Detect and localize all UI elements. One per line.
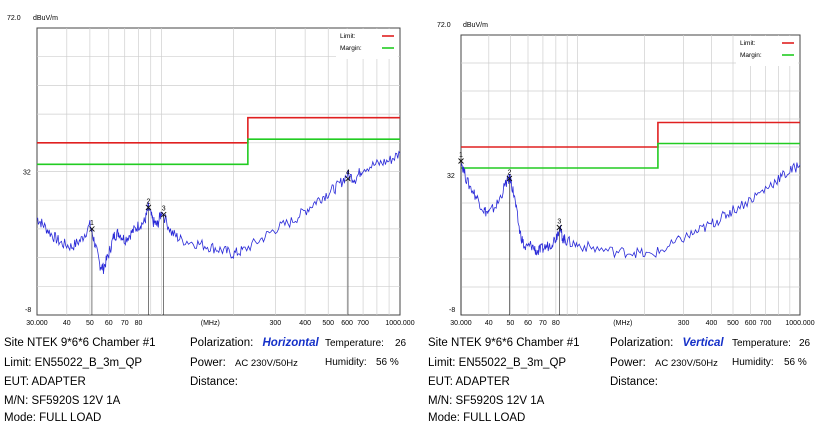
- power-row: Power: AC 230V/50Hz: [610, 357, 718, 370]
- humidity-value: 56 %: [784, 357, 807, 368]
- marker-x: [458, 158, 464, 164]
- x-tick-label: 60: [524, 320, 532, 327]
- power-label: Power:: [190, 357, 226, 369]
- power-label: Power:: [610, 357, 646, 369]
- emission-chart-panel-vertical: 72.0 dBuV/m 32 -8 30.000 40 50 60 70 80 300 400 500 6…: [414, 0, 825, 426]
- x-tick-label: 50: [86, 320, 94, 327]
- emission-trace: [460, 162, 801, 259]
- emission-chart-panel-horizontal: 72.0 dBuV/m 32 -8 30.000 40 50 60 70 80 300 400 500 6…: [0, 0, 415, 426]
- power-value: AC 230V/50Hz: [235, 358, 298, 369]
- x-tick-label: 80: [135, 320, 143, 327]
- x-tick-label: 500: [322, 320, 334, 327]
- marker-x: [145, 204, 152, 211]
- power-row: Power: AC 230V/50Hz: [190, 357, 298, 370]
- legend-label: Limit:: [740, 40, 756, 47]
- x-tick-label: 400: [706, 320, 718, 327]
- marker-label: 3: [162, 206, 166, 213]
- temperature-value: 26: [799, 338, 811, 349]
- x-tick-label: 1000.000: [785, 320, 814, 327]
- polarization-value: Vertical: [682, 337, 724, 349]
- distance-label: Distance:: [610, 376, 658, 388]
- y-mid-label: 32: [23, 170, 31, 177]
- limit-line: [461, 121, 800, 148]
- x-tick-label: 1000.000: [385, 320, 414, 327]
- y-mid-label: 32: [447, 173, 455, 180]
- x-tick-label: 600: [341, 320, 353, 327]
- polarization-label: Polarization:: [610, 337, 674, 349]
- marker-label: 2: [507, 170, 511, 177]
- site-text: Site NTEK 9*6*6 Chamber #1: [4, 337, 156, 349]
- x-tick-label: 30.000: [26, 320, 48, 327]
- x-tick-label: 70: [539, 320, 547, 327]
- x-tick-label: 700: [357, 320, 369, 327]
- marker-x: [556, 224, 563, 231]
- x-axis-label: (MHz): [201, 320, 220, 327]
- humidity-value: 56 %: [376, 357, 399, 368]
- legend-box: [736, 36, 798, 66]
- x-tick-label: 30.000: [450, 320, 472, 327]
- model-text: M/N: SF5920S 12V 1A: [4, 395, 121, 407]
- marker-label: 2: [146, 198, 150, 205]
- limit-line: [37, 116, 400, 144]
- y-top-label: 72.0: [7, 15, 21, 22]
- polarization-value: Horizontal: [262, 337, 319, 349]
- x-tick-label: 500: [727, 320, 739, 327]
- eut-text: EUT: ADAPTER: [4, 376, 86, 388]
- x-axis-label: (MHz): [613, 320, 632, 327]
- power-value: AC 230V/50Hz: [655, 358, 718, 369]
- y-unit-label: dBuV/m: [33, 15, 58, 22]
- x-tick-label: 80: [552, 320, 560, 327]
- marker-label: 1: [459, 152, 463, 159]
- humidity-label: Humidity:: [325, 357, 367, 368]
- x-tick-label: 40: [485, 320, 493, 327]
- polarization-label: Polarization:: [190, 337, 254, 349]
- x-tick-label: 40: [63, 320, 71, 327]
- x-tick-label: 50: [506, 320, 514, 327]
- legend-box: [336, 29, 398, 59]
- x-tick-label: 60: [105, 320, 113, 327]
- legend-label: Margin:: [740, 52, 762, 59]
- marker-x: [89, 226, 95, 232]
- distance-label: Distance:: [190, 376, 238, 388]
- margin-line: [37, 138, 400, 166]
- marker-label: 4: [346, 170, 350, 177]
- emission-chart-horizontal: 72.0 dBuV/m32-830.000 40 50 60 70 80 300 400 500 6…: [7, 15, 415, 327]
- mode-text: Mode: FULL LOAD: [428, 412, 526, 424]
- humidity-label: Humidity:: [732, 357, 774, 368]
- limit-text: Limit: EN55022_B_3m_QP: [4, 357, 143, 369]
- marker-label: 3: [557, 219, 561, 226]
- temperature-label: Temperature:: [732, 338, 791, 349]
- marker-x: [506, 175, 513, 182]
- model-text: M/N: SF5920S 12V 1A: [428, 395, 545, 407]
- x-tick-label: 600: [745, 320, 757, 327]
- y-bottom-label: -8: [25, 307, 31, 314]
- x-tick-label: 700: [760, 320, 772, 327]
- y-top-label: 72.0: [437, 22, 451, 29]
- x-tick-label: 70: [121, 320, 129, 327]
- legend-label: Limit:: [340, 33, 356, 40]
- marker-x: [345, 175, 351, 182]
- temperature-value: 26: [395, 338, 407, 349]
- limit-text: Limit: EN55022_B_3m_QP: [428, 357, 567, 369]
- y-unit-label: dBuV/m: [463, 22, 488, 29]
- x-tick-label: 300: [270, 320, 282, 327]
- marker-label: 1: [90, 220, 94, 227]
- mode-text: Mode: FULL LOAD: [4, 412, 102, 424]
- temperature-label: Temperature:: [325, 338, 384, 349]
- polarization-row: Polarization: Vertical: [610, 337, 724, 350]
- eut-text: EUT: ADAPTER: [428, 376, 510, 388]
- polarization-row: Polarization: Horizontal: [190, 337, 319, 350]
- site-text: Site NTEK 9*6*6 Chamber #1: [428, 337, 580, 349]
- x-tick-label: 300: [678, 320, 690, 327]
- emission-chart-vertical: 72.0 dBuV/m32-830.000 40 50 60 70 80 300 400 500 6…: [437, 22, 815, 327]
- marker-x: [160, 211, 167, 218]
- y-bottom-label: -8: [449, 307, 455, 314]
- margin-line: [461, 142, 800, 169]
- legend-label: Margin:: [340, 45, 362, 52]
- x-tick-label: 400: [299, 320, 311, 327]
- emission-trace: [37, 150, 401, 275]
